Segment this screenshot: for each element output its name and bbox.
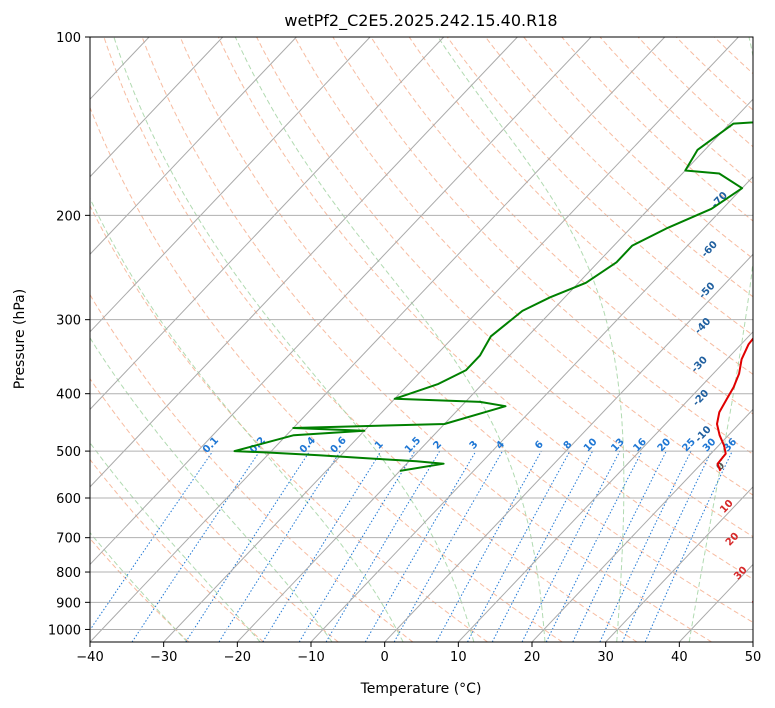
- mixing-ratio-line: [467, 450, 571, 642]
- mixing-ratio-line: [621, 450, 712, 642]
- isotherm: [90, 37, 445, 411]
- dry-adiabat: [408, 37, 753, 375]
- surface-temp-label: 40: [749, 593, 767, 611]
- isotherm: [90, 37, 371, 333]
- x-tick-label: 40: [671, 650, 688, 665]
- isotherm: [90, 37, 224, 178]
- mixing-ratio-line: [435, 450, 542, 642]
- y-tick-label: 200: [56, 209, 81, 224]
- y-tick-label: 700: [56, 532, 81, 547]
- plot-area: [90, 37, 753, 642]
- moist-adiabat: [90, 442, 261, 642]
- x-tick-label: −40: [76, 650, 103, 665]
- y-axis-title: Pressure (hPa): [12, 289, 28, 389]
- dry-adiabat: [90, 537, 190, 642]
- y-tick-label: 600: [56, 492, 81, 507]
- temperature-line: [716, 337, 753, 472]
- x-tick-label: −10: [297, 650, 324, 665]
- moist-adiabat: [90, 197, 404, 642]
- chart-title: wetPf2_C2E5.2025.242.15.40.R18: [284, 11, 557, 31]
- isotherm: [90, 37, 666, 642]
- y-axis: 100 200 300 400 500 600 700 800 900 1000: [48, 31, 90, 638]
- isotherm-label: -80: [749, 129, 769, 150]
- dry-adiabat: [90, 204, 488, 642]
- mixing-ratio-line: [325, 450, 441, 642]
- dry-adiabat: [90, 458, 264, 642]
- isotherm: [310, 176, 753, 642]
- isotherm: [163, 37, 739, 642]
- x-axis: −40 −30 −20 −10 0 10 20 30 40 50: [76, 642, 761, 665]
- y-tick-label: 300: [56, 314, 81, 329]
- y-tick-label: 400: [56, 388, 81, 403]
- mixing-ratio-line: [90, 450, 214, 631]
- y-tick-label: 500: [56, 445, 81, 460]
- y-tick-label: 900: [56, 596, 81, 611]
- moist-adiabat: [688, 37, 753, 642]
- isotherm: [457, 331, 753, 642]
- moist-adiabat: [90, 336, 333, 642]
- dry-adiabat: [485, 37, 753, 298]
- mixing-ratio-line: [218, 450, 341, 642]
- dry-adiabat: [141, 37, 712, 642]
- profile-series: [233, 121, 753, 472]
- dry-adiabat: [103, 37, 638, 642]
- moist-adiabat: [234, 37, 546, 642]
- mixing-ratio-line: [393, 450, 503, 642]
- dry-adiabat: [217, 37, 753, 580]
- plot-frame: [89, 36, 754, 643]
- dry-adiabat: [179, 37, 753, 623]
- mixing-ratio-line: [521, 450, 621, 642]
- isotherm: [531, 408, 753, 642]
- mixing-ratio-line: [298, 450, 416, 642]
- mixing-ratio-line: [599, 450, 692, 642]
- dry-adiabat: [370, 37, 753, 415]
- mixing-ratio-line: [262, 450, 382, 642]
- isotherm: [236, 98, 753, 642]
- y-tick-label: 1000: [48, 623, 81, 638]
- isotherm: [605, 486, 753, 642]
- dry-adiabat: [90, 106, 563, 642]
- isotherm: [90, 37, 297, 256]
- dry-adiabat: [294, 37, 753, 496]
- x-tick-label: 0: [381, 650, 389, 665]
- mixing-ratio-line: [131, 450, 261, 642]
- isotherm: [90, 37, 592, 566]
- x-tick-label: −20: [224, 650, 251, 665]
- x-tick-label: −30: [150, 650, 177, 665]
- x-axis-title: Temperature (°C): [360, 681, 482, 697]
- y-tick-label: 800: [56, 566, 81, 581]
- background-lines: [90, 37, 753, 642]
- x-tick-label: 20: [524, 650, 541, 665]
- isotherm: [384, 253, 753, 642]
- isotherm: [90, 37, 518, 488]
- x-tick-label: 10: [450, 650, 467, 665]
- moist-adiabat: [90, 531, 188, 642]
- x-tick-label: 50: [745, 650, 762, 665]
- pressure-gridlines: [90, 37, 753, 630]
- dewpoint-line: [233, 121, 753, 472]
- moist-adiabat: [113, 37, 475, 642]
- mixing-ratio-line: [185, 450, 311, 642]
- x-tick-label: 30: [597, 650, 614, 665]
- mixing-ratio-line: [545, 450, 643, 642]
- y-tick-label: 100: [56, 31, 81, 46]
